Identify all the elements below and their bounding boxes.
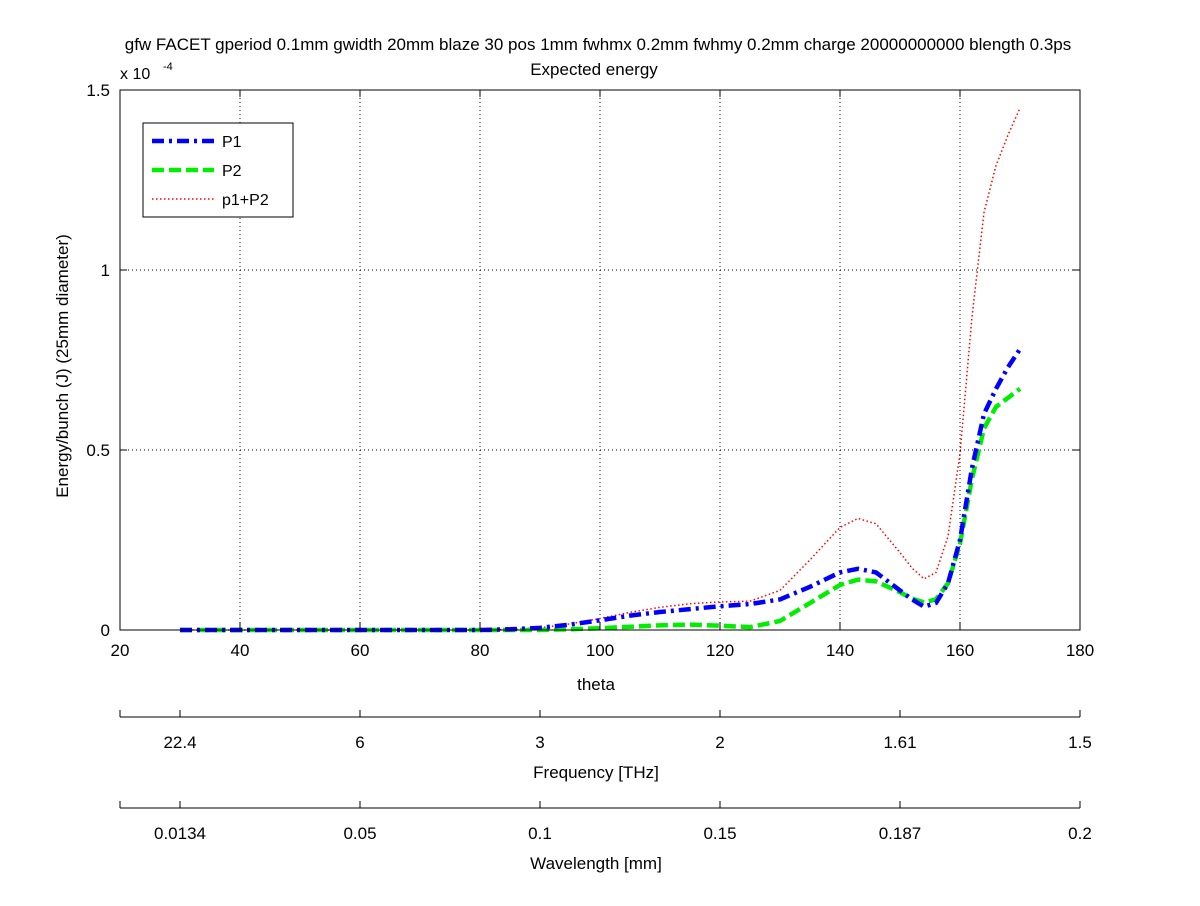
- grid-lines: [120, 90, 1080, 630]
- x-tick-label: 180: [1066, 641, 1094, 660]
- x-tick-label: 40: [231, 641, 250, 660]
- x-tick-label: 120: [706, 641, 734, 660]
- secondary-axis-tick-label: 2: [715, 733, 724, 752]
- y-tick-label: 0: [101, 621, 110, 640]
- secondary-axis-tick-label: 22.4: [163, 733, 196, 752]
- legend-label-p1: P1: [222, 134, 242, 151]
- secondary-axis-label-wavelength-mm: Wavelength [mm]: [530, 854, 662, 873]
- legend-label-p1p2: p1+P2: [222, 192, 269, 209]
- chart-title: gfw FACET gperiod 0.1mm gwidth 20mm blaz…: [125, 35, 1071, 54]
- x-tick-label: 100: [586, 641, 614, 660]
- y-exponent-base: x 10: [120, 66, 150, 83]
- y-tick-label: 1.5: [86, 81, 110, 100]
- secondary-axis-tick-label: 0.05: [343, 824, 376, 843]
- y-axis-label: Energy/bunch (J) (25mm diameter): [53, 234, 72, 498]
- secondary-axis-tick-label: 1.61: [883, 733, 916, 752]
- y-tick-label: 0.5: [86, 441, 110, 460]
- secondary-axis-tick-label: 1.5: [1068, 733, 1092, 752]
- x-tick-label: 20: [111, 641, 130, 660]
- x-tick-label: 60: [351, 641, 370, 660]
- x-axis-label: theta: [577, 675, 615, 694]
- secondary-axis-label-frequency-thz: Frequency [THz]: [533, 763, 659, 782]
- y-exponent-power: -4: [163, 61, 173, 73]
- x-tick-label: 80: [471, 641, 490, 660]
- secondary-axis-tick-label: 3: [535, 733, 544, 752]
- y-tick-label: 1: [101, 261, 110, 280]
- secondary-axis-tick-label: 0.2: [1068, 824, 1092, 843]
- secondary-axis-tick-label: 6: [355, 733, 364, 752]
- legend-label-p2: P2: [222, 163, 242, 180]
- axis-ticks: 20 40 60 80 100 120 140 160 180 0 0.5 1 1.5: [86, 81, 1094, 660]
- legend: P1 P2 p1+P2: [142, 122, 294, 218]
- legend-box: [142, 122, 294, 218]
- secondary-axis-tick-label: 0.15: [703, 824, 736, 843]
- secondary-axis-tick-label: 0.0134: [154, 824, 206, 843]
- chart-subtitle: Expected energy: [530, 60, 658, 79]
- secondary-axes: 22.4 6 3 2 1.61 1.5 Frequency [THz] 0.0134 0.05 0…: [119, 710, 1092, 873]
- secondary-axis-tick-label: 0.187: [879, 824, 922, 843]
- x-tick-label: 160: [946, 641, 974, 660]
- x-tick-label: 140: [826, 641, 854, 660]
- secondary-axis-tick-label: 0.1: [528, 824, 552, 843]
